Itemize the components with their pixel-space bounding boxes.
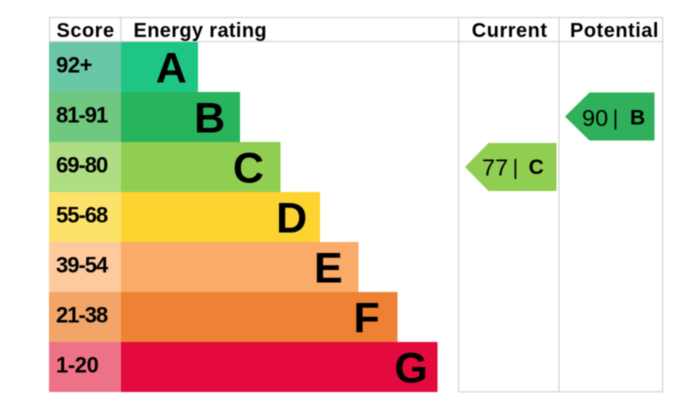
svg-text:69-80: 69-80 [56, 152, 108, 177]
svg-text:21-38: 21-38 [56, 302, 108, 327]
svg-text:90: 90 [582, 105, 608, 131]
svg-text:D: D [276, 194, 307, 242]
svg-text:B: B [194, 94, 225, 142]
svg-text:B: B [630, 107, 645, 130]
svg-text:A: A [156, 44, 187, 92]
svg-text:92+: 92+ [56, 52, 92, 77]
svg-text:E: E [314, 244, 343, 292]
svg-text:Energy rating: Energy rating [134, 20, 267, 42]
svg-text:77: 77 [482, 155, 508, 181]
svg-text:|: | [513, 155, 519, 179]
svg-text:C: C [233, 144, 264, 192]
svg-text:Current: Current [472, 20, 548, 42]
svg-text:G: G [394, 344, 427, 392]
svg-text:Potential: Potential [570, 20, 659, 42]
svg-text:F: F [354, 294, 380, 342]
svg-text:Score: Score [57, 20, 115, 42]
svg-text:1-20: 1-20 [56, 352, 99, 377]
svg-text:55-68: 55-68 [56, 202, 108, 227]
svg-text:81-91: 81-91 [56, 102, 108, 127]
svg-text:39-54: 39-54 [56, 252, 109, 277]
svg-text:|: | [613, 106, 619, 130]
svg-text:C: C [529, 156, 544, 179]
